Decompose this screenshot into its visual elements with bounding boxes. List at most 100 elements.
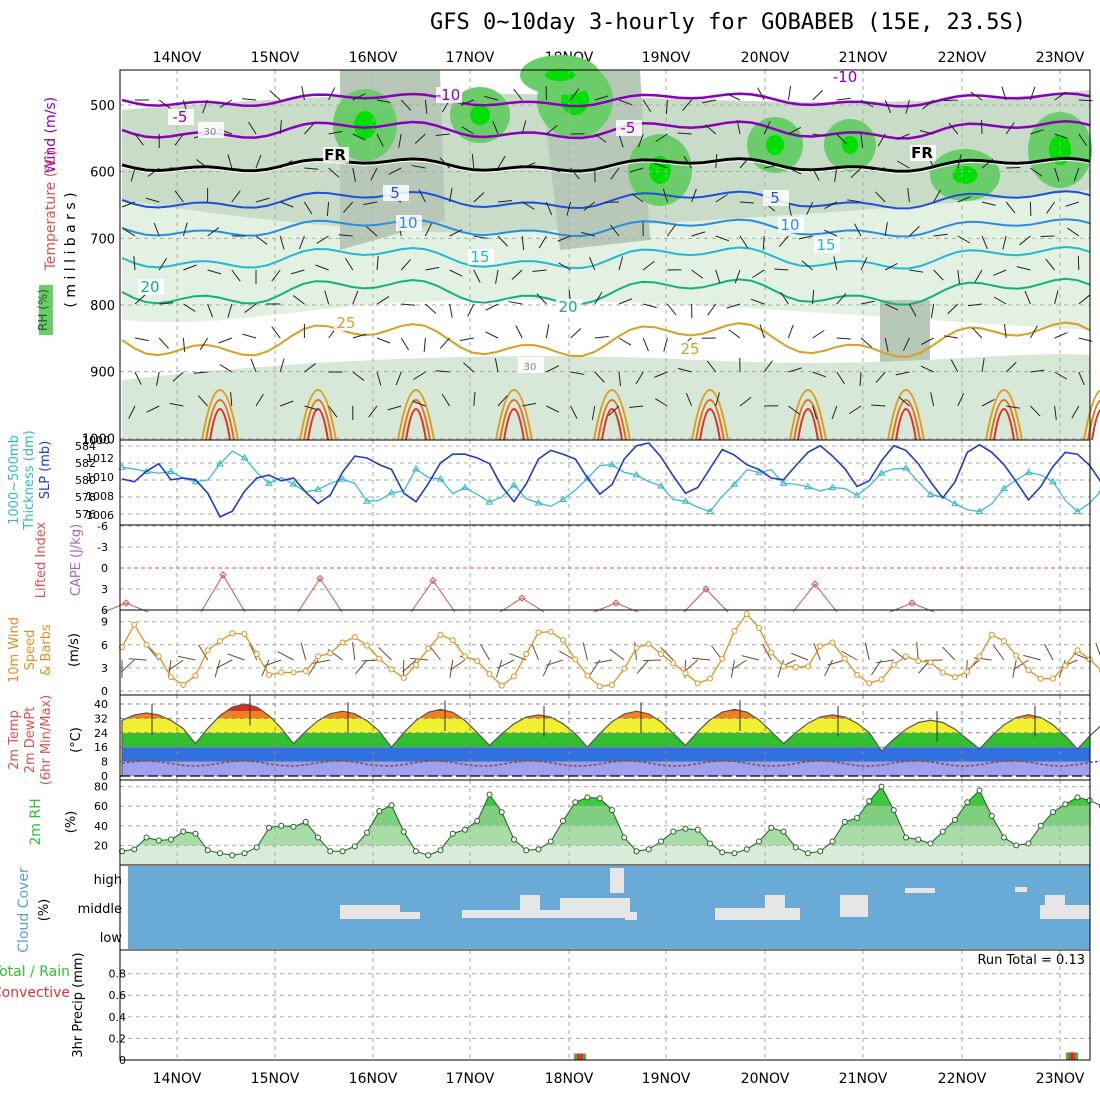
wind-speed-point [744,612,749,617]
wind-speed-point [548,629,553,634]
wind-speed-point [634,645,639,650]
precip-tick: 0.6 [109,989,127,1002]
rh-point [205,848,210,853]
wind-speed-point [389,667,394,672]
wind-speed-point [891,662,896,667]
wind-speed-point [218,638,223,643]
rh-point [365,830,370,835]
wind-barb-10m [1045,644,1053,660]
rh-point [622,835,627,840]
contour-label: -5 [621,119,636,137]
bottom-date-label: 14NOV [153,1071,202,1087]
wind-speed-point [953,675,958,680]
rh-point [781,829,786,834]
cloud-block [715,908,800,920]
wind-speed-point [328,651,333,656]
rh-core [545,69,575,81]
wind-speed-point [622,666,627,671]
rh-point [377,809,382,814]
wind-speed-point [806,664,811,669]
rh-point [279,823,284,828]
panel-frame-thickness_slp [120,440,1090,525]
slp-tick: 1008 [86,490,114,503]
wind-speed-point [1014,653,1019,658]
wind-barb [758,88,765,100]
lifted-index-peak [890,603,934,612]
wind-barb [272,327,280,338]
wind-speed-point [708,676,713,681]
cape-label: CAPE (J/kg) [69,524,84,596]
wind-tick: 6 [101,639,108,652]
contour-label: -10 [436,86,461,104]
rh2m-label: 2m RH [28,798,44,845]
thickness-label-b: Thickness (dm) [22,430,37,530]
rh-point [536,847,541,852]
rh-point [867,799,872,804]
wind-speed-point [916,658,921,663]
wind-barb-10m [496,660,501,677]
wind-speed-point [401,675,406,680]
lifted-index-tick: -6 [97,520,108,533]
slp-top-tick: 1000 [82,434,110,447]
wind-speed-point [193,673,198,678]
wind-speed-point [879,677,884,682]
wind-speed-point [352,635,357,640]
contour-label: 10 [398,214,417,232]
cloud-block [905,888,935,893]
rh-point [291,824,296,829]
precip-tick: 0.4 [109,1011,127,1024]
contour-label: 15 [816,236,835,254]
cloud-block [340,905,400,919]
wind-barb-10m [361,660,379,661]
wind-speed-point [671,661,676,666]
temp-band [120,711,1090,718]
wind-barb [729,330,740,338]
rh-point [977,788,982,793]
temp-band [120,695,1090,711]
wind-speed-point [977,654,982,659]
wind-barb-10m [828,660,845,665]
rh-tick: 20 [94,839,108,852]
wind-speed-point [781,664,786,669]
wind-barb [546,324,548,338]
wind-barb [450,304,453,318]
rh-point [242,851,247,856]
rh-point [1075,795,1080,800]
precip-total-label: Total / Rain [0,964,70,980]
rh-point [414,849,419,854]
wind-barb-10m [355,660,367,674]
top-date-label: 19NOV [642,50,691,66]
temp-band [120,733,1090,747]
wind-speed-point [291,670,296,675]
lifted-index-tick: 3 [101,583,108,596]
rh-point [181,829,186,834]
wind-speed-point [279,670,284,675]
wind-speed-point [757,625,762,630]
wind-barb [516,326,522,338]
slp-tick: 1010 [86,471,114,484]
wind10m-label: 10m Wind [7,617,22,683]
wind-speed-point [377,656,382,661]
wind-speed-point [989,632,994,637]
cloud-cover-label: Cloud Cover [16,867,32,953]
rh-point [671,829,676,834]
rh-band [120,826,1090,846]
rh-point [769,825,774,830]
bottom-date-label: 20NOV [741,1071,790,1087]
thickness-label-a: 1000~500mb [7,435,22,525]
wind-barb [788,86,790,100]
wind10m-label: Speed [23,630,38,671]
rh2m-label: (%) [64,811,79,834]
wind-speed-point [524,652,529,657]
temp-tick: 24 [94,727,108,740]
rh-point [475,818,480,823]
bottom-date-label: 16NOV [349,1071,398,1087]
cloud-block [765,895,785,908]
wind-speed-point [720,656,725,661]
rh-point [254,845,259,850]
wind-barb [440,338,449,348]
pressure-tick: 900 [90,366,115,381]
cloud-block [1015,887,1027,892]
wind-speed-point [793,665,798,670]
wind-barb [508,302,522,304]
